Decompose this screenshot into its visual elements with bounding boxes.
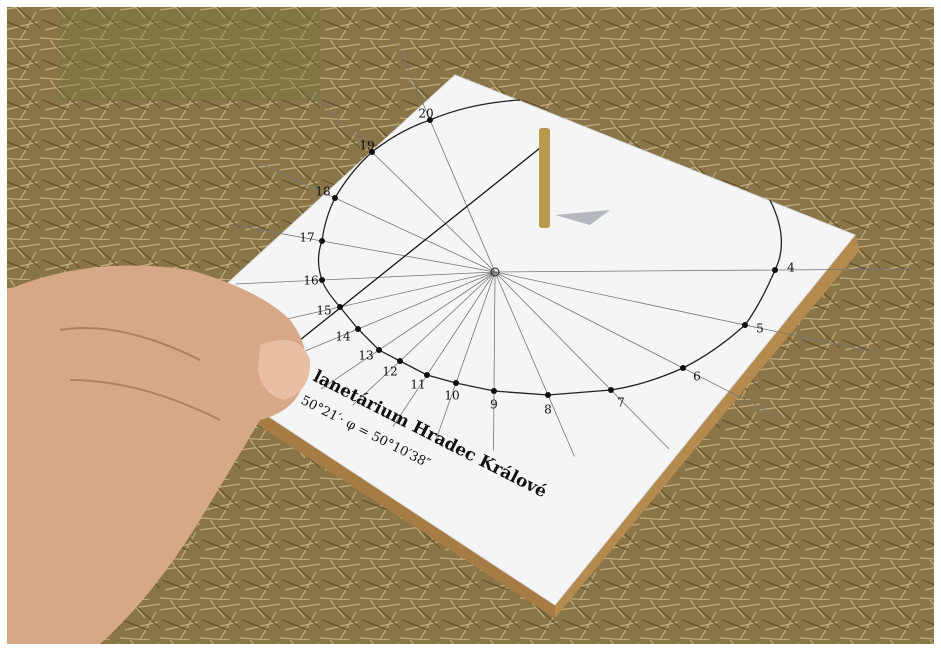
hour-label: 15 <box>316 304 331 318</box>
hour-dot <box>772 267 778 273</box>
hour-dot <box>319 238 325 244</box>
hour-label: 16 <box>303 274 318 288</box>
hour-dot <box>397 358 403 364</box>
hour-label: 8 <box>544 403 552 417</box>
hour-label: 11 <box>410 378 425 392</box>
hour-label: 7 <box>617 396 625 410</box>
hour-label: 20 <box>418 107 433 121</box>
hour-dot <box>453 380 459 386</box>
hour-dot <box>319 277 325 283</box>
photo: 4567891011121314151617181920 lanetárium … <box>0 0 941 651</box>
hour-dot <box>545 392 551 398</box>
hour-label: 6 <box>693 370 701 384</box>
gnomon <box>539 128 550 228</box>
hour-dot <box>355 326 361 332</box>
hour-label: 19 <box>359 139 374 153</box>
hour-label: 18 <box>315 185 330 199</box>
hour-label: 14 <box>335 330 351 344</box>
hour-dot <box>680 365 686 371</box>
hour-dot <box>608 387 614 393</box>
hour-label: 9 <box>490 398 498 412</box>
hour-label: 5 <box>756 322 764 336</box>
green-patch <box>60 10 320 100</box>
hour-dot <box>491 388 497 394</box>
hour-dot <box>742 322 748 328</box>
hour-label: 13 <box>358 349 373 363</box>
hour-label: 12 <box>382 365 397 379</box>
hour-label: 10 <box>444 389 459 403</box>
hour-label: 4 <box>787 261 795 275</box>
hour-dot <box>376 347 382 353</box>
hour-label: 17 <box>299 231 314 245</box>
hour-dot <box>332 195 338 201</box>
